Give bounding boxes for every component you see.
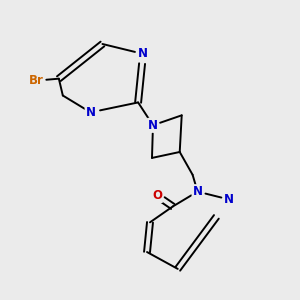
Text: N: N bbox=[138, 47, 148, 60]
Text: N: N bbox=[148, 119, 158, 132]
Text: Br: Br bbox=[28, 74, 44, 87]
Text: O: O bbox=[152, 189, 162, 202]
Text: N: N bbox=[193, 185, 202, 198]
Text: N: N bbox=[85, 106, 96, 119]
Text: N: N bbox=[224, 193, 234, 206]
